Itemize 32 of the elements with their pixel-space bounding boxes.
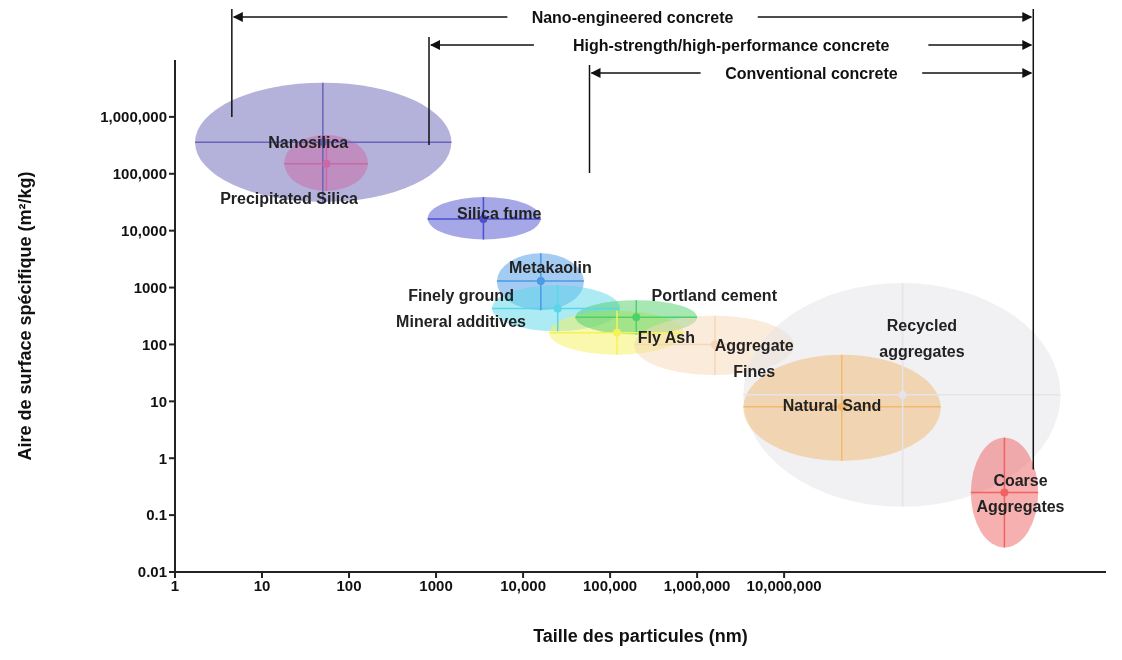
y-tick-label: 1 (158, 449, 167, 467)
x-tick-label: 1,000,000 (663, 576, 731, 594)
x-tick-label: 10 (253, 576, 271, 594)
x-tick-label: 10,000,000 (746, 576, 822, 594)
series-label: Natural Sand (782, 396, 882, 414)
series-label: Fly Ash (637, 328, 696, 346)
y-tick-label: 100,000 (112, 165, 167, 183)
series-label: Aggregate Fines (714, 336, 794, 380)
y-tick-label: 0.01 (137, 563, 167, 581)
y-tick-label: 10 (150, 392, 167, 410)
text: Nano-engineered concrete (531, 8, 734, 26)
text: Precipitated Silica (220, 189, 359, 207)
y-tick-label: 100 (141, 335, 167, 353)
x-tick-label: 1000 (419, 576, 453, 594)
x-tick-label: 100,000 (582, 576, 638, 594)
series-label: Silica fume (456, 204, 542, 222)
annotation: Conventional concrete (725, 64, 898, 82)
text: Recycled aggregates (879, 316, 965, 360)
series-label: Metakaolin (509, 258, 592, 276)
x-axis-title: Taille des particules (nm) (533, 626, 748, 646)
x-tick-label: 10,000 (500, 576, 547, 594)
y-axis-title: Aire de surface spécifique (m²/kg) (15, 171, 36, 461)
series-label: Nanosilica (268, 133, 349, 151)
x-tick-label: 100 (336, 576, 362, 594)
series-label: Coarse Aggregates (976, 471, 1065, 515)
y-tick-label: 10,000 (121, 221, 167, 239)
y-tick-label: 0.1 (146, 506, 167, 524)
y-tick-label: 1,000,000 (100, 108, 167, 126)
x-tick-label: 1 (170, 576, 180, 594)
y-tick-label: 1000 (133, 278, 167, 296)
series-label: Portland cement (651, 286, 778, 304)
text: High-strength/high-performance concrete (572, 36, 890, 54)
